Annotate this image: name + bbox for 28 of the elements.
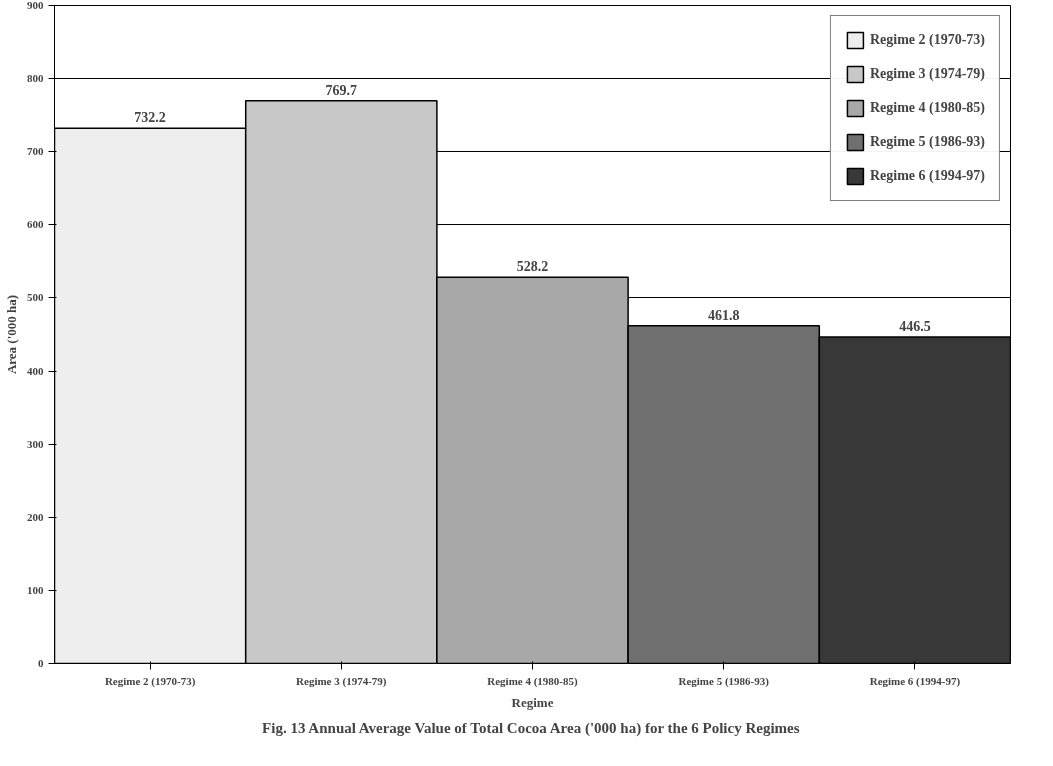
x-tick-label: Regime 5 (1986-93) [678,674,770,688]
legend-label: Regime 4 (1980-85) [869,100,985,116]
legend-label: Regime 2 (1970-73) [869,32,985,48]
y-tick-label: 900 [27,0,44,11]
y-tick-label: 600 [27,218,44,231]
text: Fig. 13 Annual Average Value of Total Cocoa Area ('000 ha) for the 6 Policy Regimes [262,719,800,737]
data-label: 769.7 [325,82,358,98]
y-tick-label: 200 [27,510,44,523]
x-tick-label: Regime 3 (1974-79) [296,674,387,688]
legend-label: Regime 3 (1974-79) [869,66,985,82]
y-tick-label: 700 [27,145,44,158]
data-label: 461.8 [707,307,740,323]
y-tick-label: 300 [27,437,44,450]
x-tick-label: Regime 4 (1980-85) [487,674,579,688]
legend-label: Regime 5 (1986-93) [869,134,985,150]
data-label: 732.2 [134,110,166,126]
data-label: 528.2 [516,259,549,275]
x-tick-label: Regime 6 (1994-97) [869,674,961,688]
y-tick-label: 0 [38,657,44,669]
legend-label: Regime 6 (1994-97) [869,168,985,184]
data-label: 446.5 [899,319,931,335]
y-tick-label: 400 [27,364,44,377]
y-tick-label: 100 [27,583,44,596]
y-axis-title: Area ('000 ha) [4,294,19,375]
y-tick-label: 800 [27,72,44,85]
x-tick-label: Regime 2 (1970-73) [104,674,196,688]
y-tick-label: 500 [27,291,44,304]
x-axis-title: Regime [511,694,554,710]
